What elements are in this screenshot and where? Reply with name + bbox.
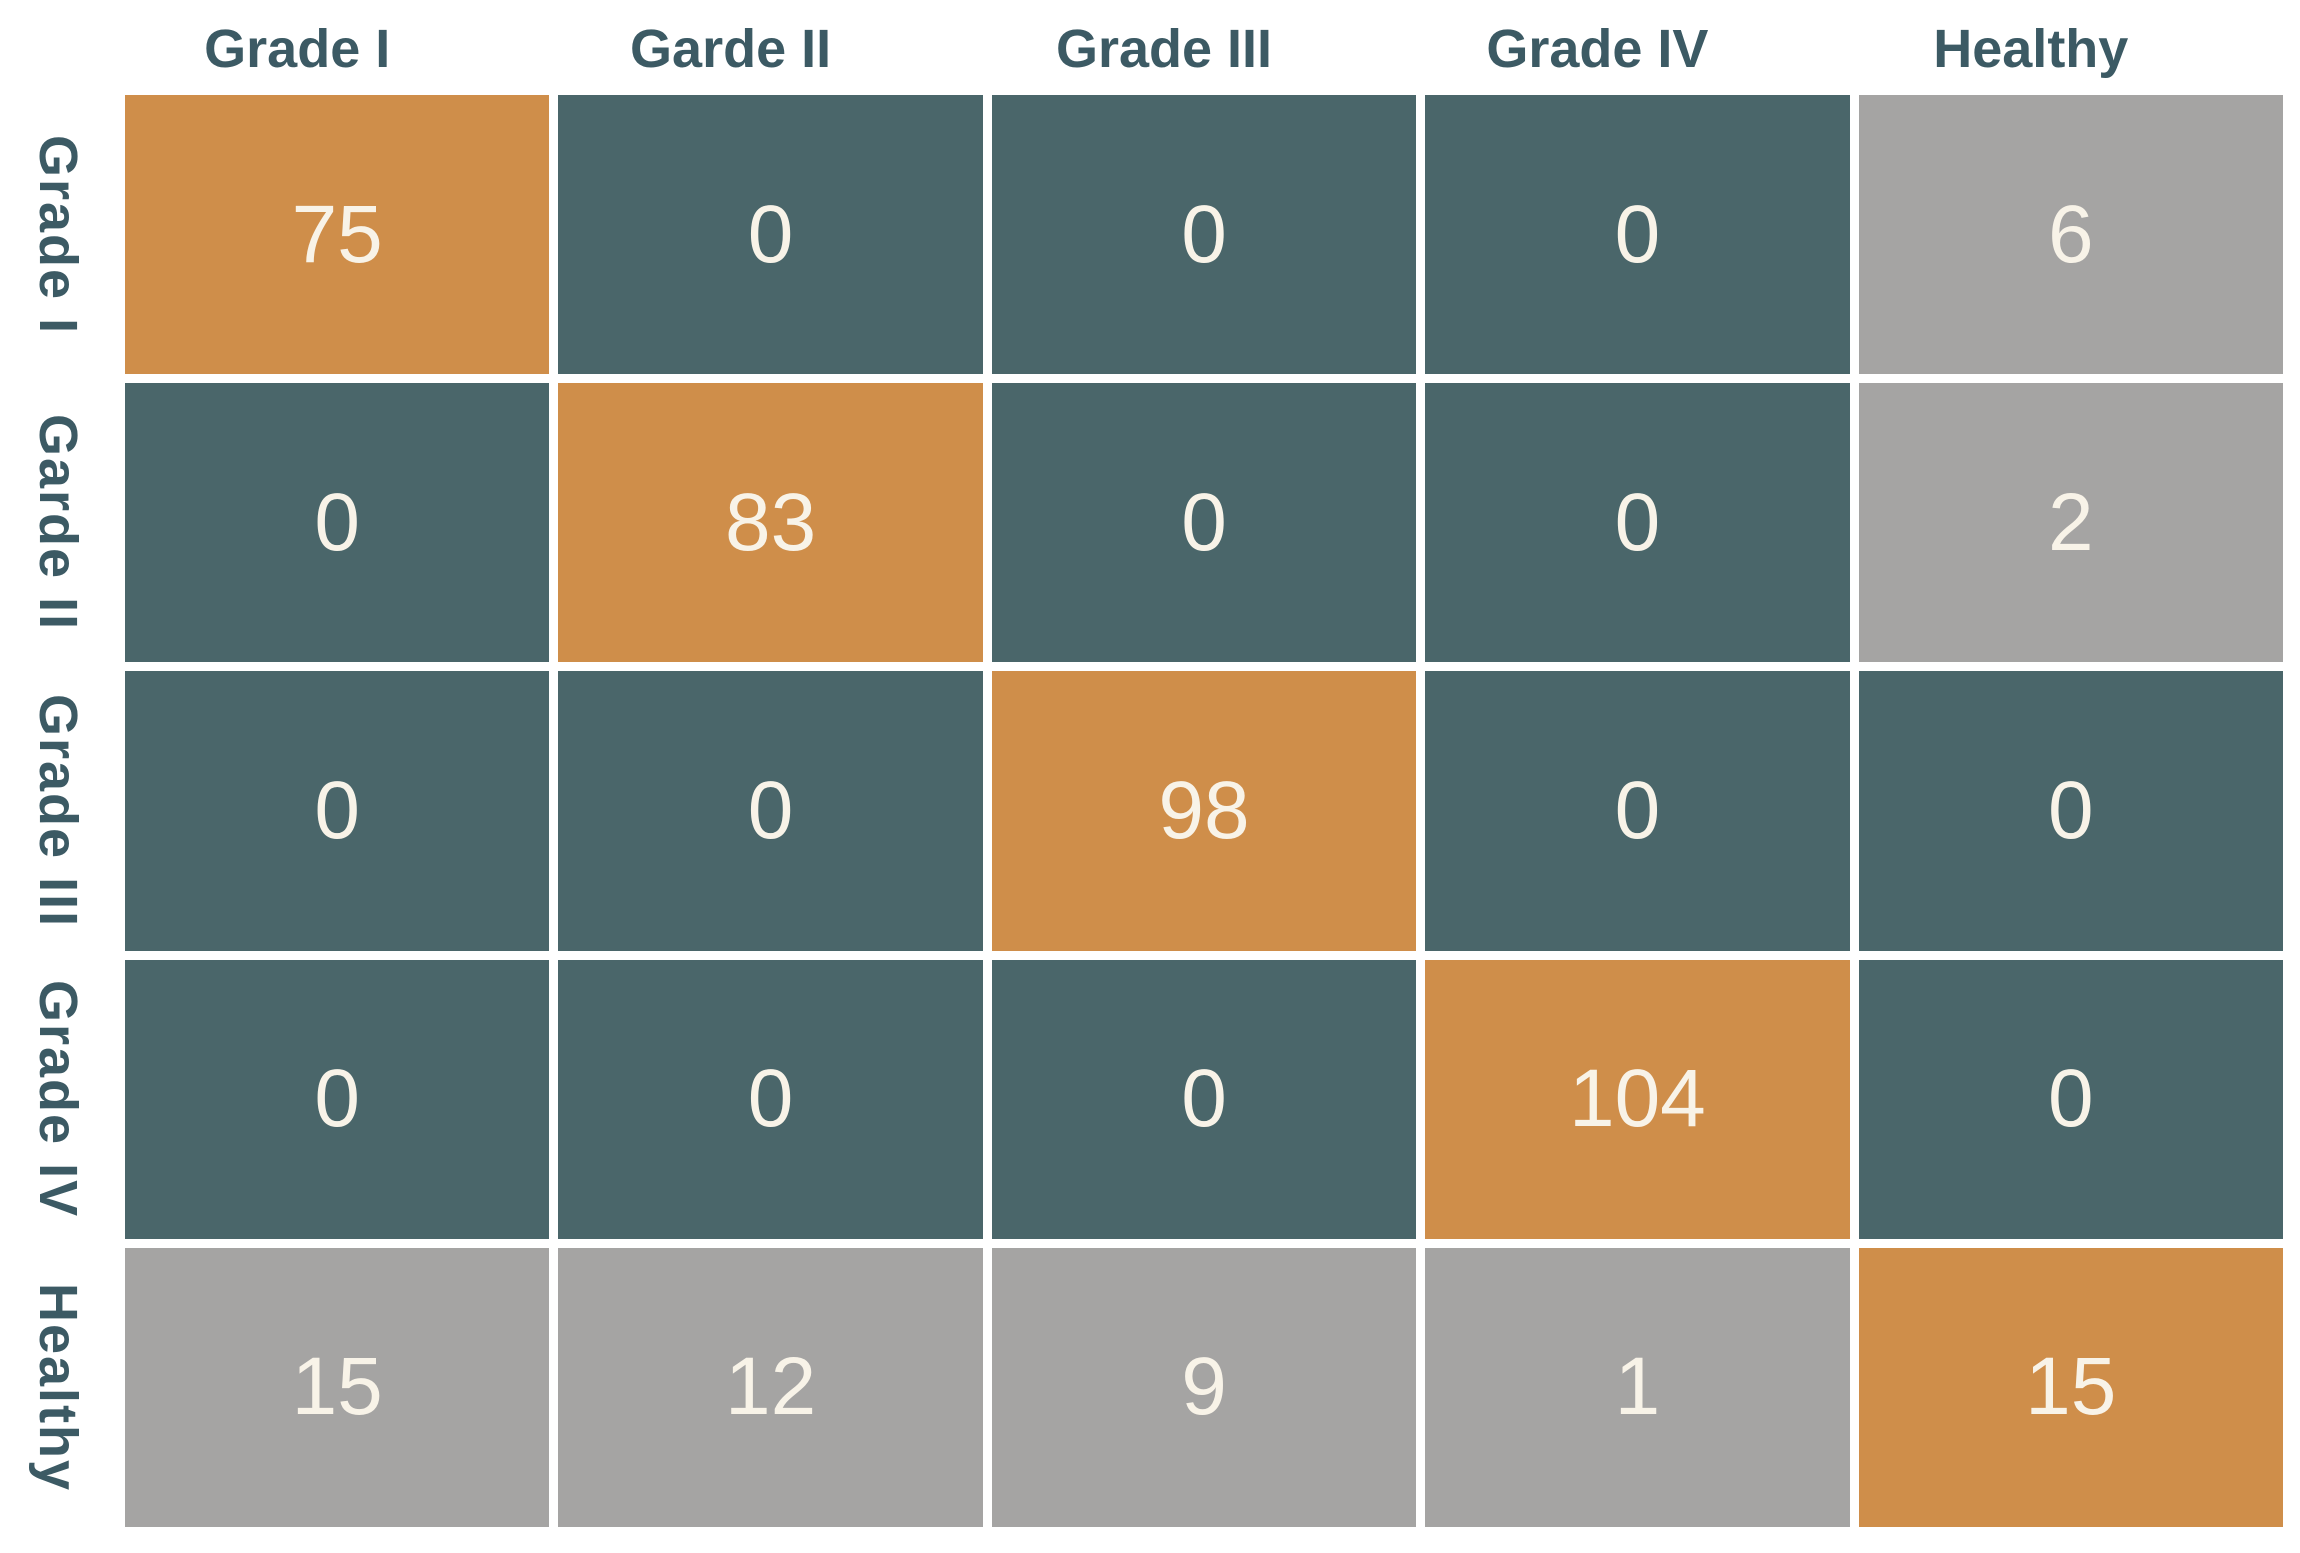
matrix-cell: 0: [1425, 671, 1850, 951]
col-header-grade-3: Grade III: [1055, 19, 1273, 79]
matrix-cell: 104: [1425, 959, 1850, 1239]
col-header-grade-1: Grade I: [204, 19, 391, 79]
row-label-text: Garde II: [28, 414, 88, 632]
matrix-cell: 0: [125, 959, 550, 1239]
matrix-cell: 6: [1858, 95, 2283, 375]
matrix-cell: 0: [991, 95, 1417, 375]
matrix-cell: 75: [125, 95, 550, 375]
matrix-cell: 83: [558, 383, 983, 663]
row-label-garde-2: Garde II: [0, 383, 116, 662]
matrix-cell: 0: [1425, 383, 1850, 663]
col-header-grade-4: Grade IV: [1486, 19, 1709, 79]
matrix-cell: 0: [125, 383, 550, 663]
matrix-cell: 0: [1425, 95, 1850, 375]
matrix-cell: 15: [125, 1247, 550, 1527]
matrix-cell: 0: [558, 95, 983, 375]
row-label-text: Grade IV: [28, 980, 88, 1219]
matrix-cell: 12: [558, 1247, 983, 1527]
matrix-cell: 98: [991, 671, 1417, 951]
row-label-text: Healthy: [28, 1282, 88, 1492]
matrix-cell: 0: [991, 383, 1417, 663]
col-header-garde-2: Garde II: [630, 19, 832, 79]
matrix-cell: 0: [558, 959, 983, 1239]
row-label-grade-1: Grade I: [0, 95, 116, 374]
row-label-grade-3: Grade III: [0, 671, 116, 950]
matrix-cell: 0: [1858, 671, 2283, 951]
matrix-cell: 9: [991, 1247, 1417, 1527]
col-header-healthy: Healthy: [1933, 19, 2129, 79]
matrix-cell: 0: [558, 671, 983, 951]
matrix-cell: 0: [125, 671, 550, 951]
matrix-cell: 2: [1858, 383, 2283, 663]
matrix-cell: 15: [1858, 1247, 2283, 1527]
row-label-grade-4: Grade IV: [0, 960, 116, 1239]
row-label-healthy: Healthy: [0, 1248, 116, 1527]
matrix-cell: 1: [1425, 1247, 1850, 1527]
row-label-text: Grade III: [28, 693, 88, 929]
matrix-cell: 0: [991, 959, 1417, 1239]
matrix-cell: 0: [1858, 959, 2283, 1239]
row-label-text: Grade I: [28, 134, 88, 335]
